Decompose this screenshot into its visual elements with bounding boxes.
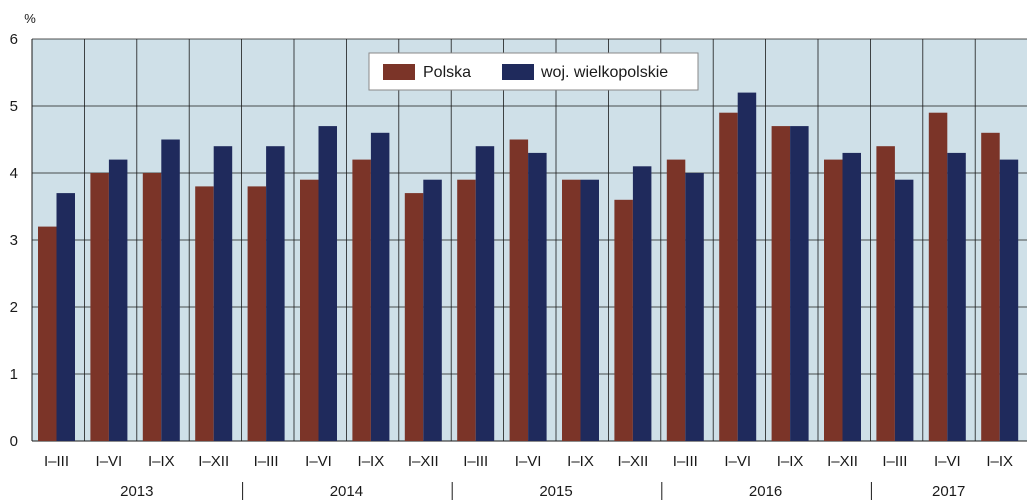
bar-wielkopolskie: [161, 139, 180, 441]
y-tick-label: 5: [10, 98, 18, 115]
bars: [38, 92, 1019, 442]
x-tick-label: I–III: [463, 453, 488, 470]
bar-polska: [300, 179, 319, 441]
bar-wielkopolskie: [528, 152, 547, 441]
x-tick-label: I–VI: [305, 453, 332, 470]
legend-swatch-wielkopolskie: [502, 64, 534, 80]
bar-polska: [562, 179, 581, 441]
legend-label-polska: Polska: [423, 64, 471, 81]
y-tick-label: 6: [10, 31, 18, 48]
bar-wielkopolskie: [423, 179, 442, 441]
x-tick-label: I–IX: [567, 453, 594, 470]
bar-wielkopolskie: [475, 146, 495, 441]
bar-polska: [719, 112, 738, 441]
legend-swatch-polska: [383, 64, 415, 80]
bar-polska: [142, 173, 162, 441]
bar-wielkopolskie: [737, 92, 757, 441]
bar-wielkopolskie: [580, 179, 599, 441]
bar-wielkopolskie: [947, 152, 966, 441]
x-tick-label: I–XII: [408, 453, 439, 470]
year-label: 2016: [749, 483, 782, 500]
y-tick-label: 4: [10, 165, 18, 182]
bar-wielkopolskie: [999, 159, 1019, 441]
y-tick-label: 1: [10, 366, 18, 383]
bar-wielkopolskie: [685, 173, 704, 441]
bar-polska: [928, 112, 948, 441]
y-tick-label: 2: [10, 299, 18, 316]
y-unit-label: %: [24, 11, 36, 26]
bar-polska: [509, 139, 529, 441]
year-labels: 2013 2014 2015 2016 2017: [120, 482, 965, 500]
bar-wielkopolskie: [266, 146, 285, 441]
bar-polska: [404, 193, 424, 441]
year-label: 2014: [330, 483, 363, 500]
bar-wielkopolskie: [894, 179, 914, 441]
x-tick-label: I–VI: [515, 453, 542, 470]
legend: Polska woj. wielkopolskie: [368, 52, 699, 91]
bar-polska: [195, 186, 214, 441]
x-tick-label: I–III: [673, 453, 698, 470]
x-tick-label: I–XII: [827, 453, 858, 470]
bar-wielkopolskie: [842, 152, 861, 441]
bar-polska: [247, 186, 267, 441]
year-label: 2017: [932, 483, 965, 500]
y-tick-label: 0: [10, 433, 18, 450]
bar-polska: [824, 159, 843, 441]
x-tick-label: I–VI: [724, 453, 751, 470]
x-tick-label: I–III: [882, 453, 907, 470]
bar-polska: [876, 146, 895, 441]
bar-polska: [352, 159, 371, 441]
x-tick-label: I–XII: [617, 453, 648, 470]
bar-wielkopolskie: [370, 132, 390, 442]
bar-wielkopolskie: [108, 159, 128, 441]
bar-polska: [981, 132, 1000, 442]
y-axis-ticks: 0 1 2 3 4 5 6: [10, 31, 18, 450]
x-tick-label: I–VI: [96, 453, 123, 470]
x-tick-label: I–IX: [358, 453, 385, 470]
bar-wielkopolskie: [632, 166, 652, 442]
bar-wielkopolskie: [318, 126, 337, 441]
x-tick-label: I–III: [254, 453, 279, 470]
x-tick-label: I–IX: [148, 453, 175, 470]
x-tick-label: I–III: [44, 453, 69, 470]
y-tick-label: 3: [10, 232, 18, 249]
x-tick-label: I–VI: [934, 453, 961, 470]
bar-polska: [771, 126, 791, 441]
bar-wielkopolskie: [56, 193, 75, 441]
x-tick-label: I–IX: [986, 453, 1013, 470]
x-tick-label: I–IX: [777, 453, 804, 470]
x-axis-ticks: I–III I–VI I–IX I–XII I–III I–VI I–IX I–XII I–II…: [44, 453, 1013, 470]
year-label: 2013: [120, 483, 153, 500]
legend-label-wielkopolskie: woj. wielkopolskie: [540, 64, 668, 81]
bar-polska: [614, 199, 633, 441]
bar-wielkopolskie: [790, 126, 809, 441]
bar-polska: [457, 179, 476, 441]
x-tick-label: I–XII: [198, 453, 229, 470]
bar-wielkopolskie: [213, 146, 233, 441]
bar-polska: [38, 226, 57, 441]
bar-polska: [90, 173, 109, 441]
bar-polska: [666, 159, 686, 441]
year-label: 2015: [539, 483, 572, 500]
